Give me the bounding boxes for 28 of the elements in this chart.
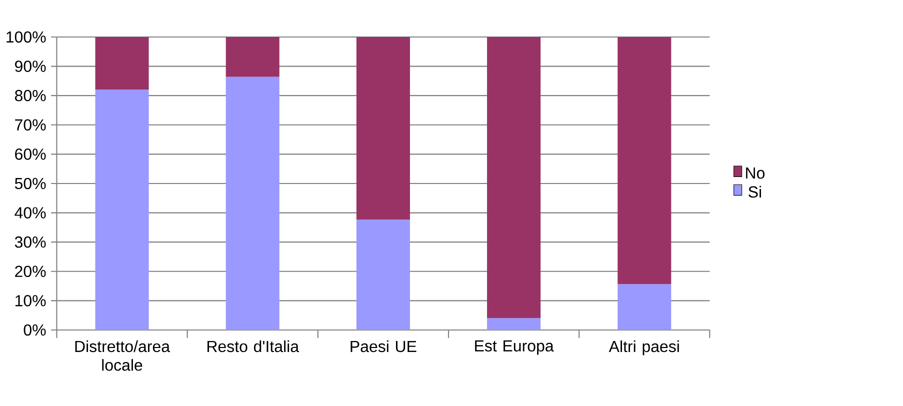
bar (226, 76, 280, 330)
y-tick-label: 70% (15, 119, 46, 131)
bar (618, 36, 672, 284)
bar (226, 36, 280, 77)
y-tick-label: 30% (14, 236, 46, 248)
x-tick-label: Resto d'Italia (207, 340, 300, 352)
y-tick-label: 10% (16, 295, 46, 306)
y-tick-label: 60% (15, 148, 46, 160)
x-tick-label: Est Europa (475, 340, 554, 355)
x-tick-label: Distretto/area locale (75, 340, 170, 371)
bar (95, 90, 149, 330)
bar (618, 284, 672, 330)
y-tick-label: 80% (14, 90, 46, 102)
bar (95, 36, 149, 90)
y-tick-label: 90% (15, 60, 46, 72)
y-tick-label: 0% (24, 324, 46, 336)
bar (356, 36, 410, 220)
x-tick-label: Paesi UE (350, 340, 416, 352)
y-tick-label: 50% (14, 178, 46, 190)
bar (487, 318, 541, 330)
bar (487, 36, 541, 318)
bar (356, 220, 410, 330)
y-tick-label: 20% (15, 266, 46, 278)
x-tick-label: Altri paesi (608, 340, 679, 356)
y-tick-label: 100% (6, 31, 46, 43)
legend-label: No (746, 168, 765, 179)
y-tick-label: 40% (14, 207, 46, 218)
legend-label: Si (748, 186, 762, 198)
